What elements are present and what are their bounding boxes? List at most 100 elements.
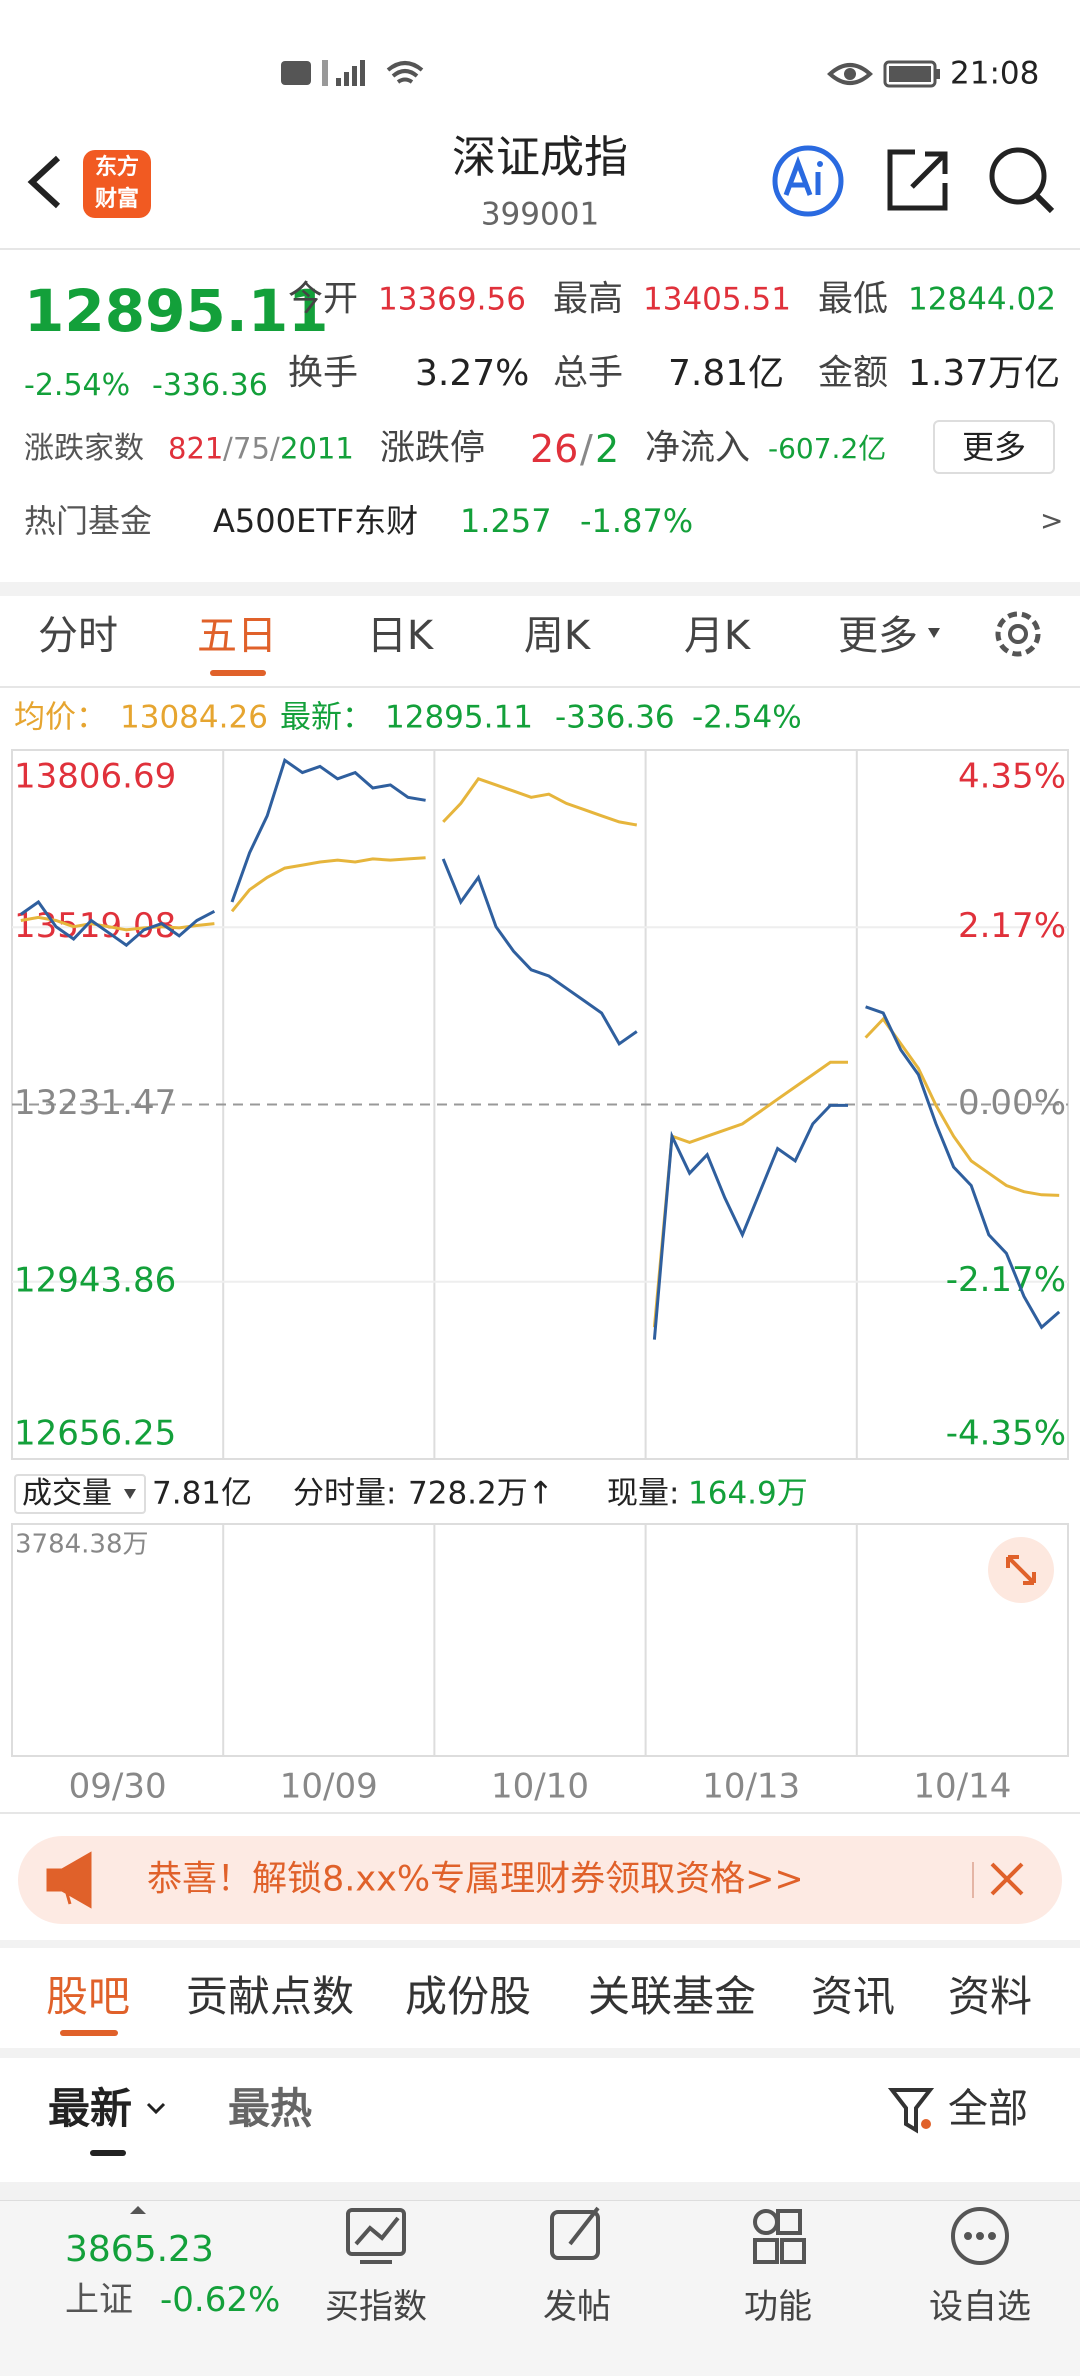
- footer-index-change[interactable]: -0.62%: [160, 2280, 281, 2320]
- stat-label: 最低: [818, 279, 889, 320]
- latest-value: 12895.11: [385, 699, 533, 736]
- dropdown-caret: [928, 628, 940, 638]
- current-label: 现量:: [607, 1475, 680, 1512]
- price-line: [865, 1005, 1061, 1330]
- filter-label[interactable]: 全部: [948, 2086, 1028, 2132]
- stat-value: 13405.51: [643, 281, 791, 318]
- banner-text[interactable]: 恭喜！解锁8.xx%专属理财券领取资格>>: [147, 1859, 804, 1900]
- separator: [0, 2048, 1080, 2058]
- minute-label: 分时量:: [293, 1475, 397, 1512]
- status-icons: [281, 60, 940, 88]
- price-line: [19, 899, 216, 948]
- divider: [0, 686, 1080, 688]
- tab-underline: [60, 2030, 118, 2036]
- breadth-value: 75: [233, 431, 270, 466]
- footer-item[interactable]: 买指数: [325, 2287, 427, 2327]
- period-tab[interactable]: 分时: [38, 613, 118, 659]
- period-tab[interactable]: 五日: [197, 613, 277, 659]
- period-tab[interactable]: 周K: [523, 613, 591, 659]
- sort-option[interactable]: 最新: [48, 2084, 133, 2133]
- settings-icon[interactable]: [995, 611, 1041, 657]
- footer-item[interactable]: 功能: [744, 2287, 812, 2327]
- search-icon[interactable]: [989, 147, 1055, 214]
- period-tab[interactable]: 月K: [683, 613, 751, 659]
- content-tab[interactable]: 资料: [947, 1972, 1033, 2021]
- avg-value: 13084.26: [120, 699, 268, 736]
- volume-selector[interactable]: 成交量: [22, 1476, 112, 1511]
- divider: [0, 248, 1080, 250]
- y-tick-label: 13231.47: [14, 1083, 176, 1123]
- content-tab[interactable]: 股吧: [45, 1972, 131, 2021]
- filter-dot: [921, 2119, 931, 2129]
- ai-icon[interactable]: [772, 145, 844, 217]
- back-icon[interactable]: [27, 155, 61, 209]
- sort-arrow[interactable]: [146, 2102, 166, 2115]
- price-line: [230, 757, 426, 903]
- up-caret: [130, 2206, 146, 2214]
- limit-value: 2: [595, 427, 620, 471]
- sort-underline: [90, 2150, 126, 2156]
- inflow-label: 净流入: [645, 428, 751, 469]
- stat-value: 12844.02: [908, 281, 1056, 318]
- period-tab[interactable]: 更多: [838, 613, 918, 659]
- fund-label: 热门基金: [24, 502, 153, 540]
- code: 399001: [480, 196, 600, 233]
- x-tick-label: 10/09: [280, 1767, 378, 1807]
- breadth-value: /: [270, 431, 280, 466]
- footer-index-value[interactable]: 3865.23: [65, 2229, 214, 2270]
- clock: 21:08: [950, 55, 1040, 92]
- volume-frame: [11, 1523, 1069, 1757]
- footer-index-name[interactable]: 上证: [65, 2280, 133, 2320]
- content-tab[interactable]: 关联基金: [587, 1972, 757, 2021]
- banner-bg[interactable]: [18, 1836, 1062, 1924]
- logo-text: 东方: [94, 155, 140, 180]
- latest-label: 最新：: [280, 699, 373, 736]
- change-pct: -2.54%: [24, 368, 131, 403]
- footer-item[interactable]: 发帖: [543, 2287, 611, 2327]
- logo[interactable]: [83, 150, 151, 218]
- stat-value: 13369.56: [378, 281, 526, 318]
- stat-label: 最高: [553, 279, 624, 320]
- logo-text: 财富: [94, 187, 140, 212]
- footer-item[interactable]: 设自选: [929, 2287, 1031, 2327]
- stat-label: 金额: [818, 353, 889, 394]
- x-tick-label: 10/14: [913, 1767, 1011, 1807]
- period-tab[interactable]: 日K: [366, 613, 434, 659]
- latest-change: -336.36: [555, 699, 675, 736]
- more-button-frame[interactable]: [933, 420, 1055, 474]
- sort-option[interactable]: 最热: [228, 2084, 313, 2133]
- close-icon[interactable]: [990, 1862, 1024, 1896]
- more-button[interactable]: 更多: [961, 428, 1027, 466]
- content-tab[interactable]: 贡献点数: [185, 1972, 355, 2021]
- volume-total: 7.81亿: [152, 1475, 253, 1512]
- latest-pct: -2.54%: [692, 699, 802, 736]
- current-value: 164.9万: [688, 1475, 808, 1512]
- price-line: [230, 856, 426, 913]
- title: 深证成指: [452, 132, 628, 183]
- limit-label: 涨跌停: [380, 428, 486, 469]
- breadth-value: 821: [168, 431, 224, 466]
- breadth-value: /: [223, 431, 233, 466]
- content-tab[interactable]: 成份股: [404, 1972, 532, 2021]
- stat-label: 总手: [553, 353, 624, 394]
- share-icon[interactable]: [887, 149, 948, 211]
- price-line: [441, 858, 638, 1046]
- content-tab[interactable]: 资讯: [810, 1972, 896, 2021]
- separator: [0, 1940, 1080, 1948]
- fund-arrow[interactable]: >: [1040, 504, 1064, 537]
- divider: [0, 1812, 1080, 1814]
- price: 12895.11: [24, 277, 329, 345]
- minute-value: 728.2万↑: [408, 1475, 554, 1512]
- expand-icon[interactable]: [988, 1537, 1054, 1603]
- y2-tick-label: 4.35%: [958, 757, 1066, 797]
- volume-selector-frame[interactable]: [14, 1474, 146, 1514]
- fund-name[interactable]: A500ETF东财: [213, 502, 419, 540]
- filter-icon[interactable]: [887, 2088, 935, 2134]
- stat-value: 3.27%: [415, 353, 530, 394]
- price-line: [652, 1103, 848, 1340]
- y-tick-label: 12656.25: [14, 1414, 176, 1454]
- stat-value: 7.81亿: [668, 353, 785, 394]
- limit-value: 26: [530, 427, 579, 471]
- breadth-value: 2011: [280, 431, 354, 466]
